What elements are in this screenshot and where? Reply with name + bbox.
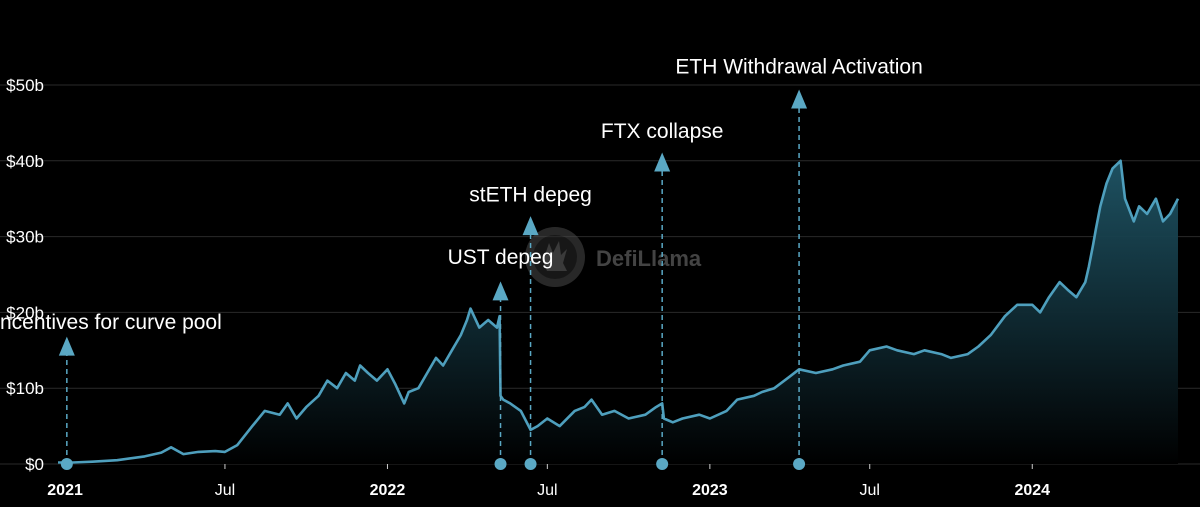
annotation-marker[interactable] <box>793 458 806 470</box>
annotation: stETH depeg <box>469 184 592 470</box>
watermark: DefiLlama <box>525 227 702 287</box>
annotation-arrow-icon <box>492 281 509 301</box>
annotation-label: ncentives for curve pool <box>0 311 222 334</box>
y-tick-label: $0 <box>25 455 44 474</box>
annotation-marker[interactable] <box>656 458 669 470</box>
y-tick-label: $50b <box>6 76 44 95</box>
y-tick-label: $20b <box>6 303 44 322</box>
annotation-arrow-icon <box>791 89 808 109</box>
annotation-marker[interactable] <box>494 458 507 470</box>
event-annotations: ncentives for curve pool UST depeg stETH d… <box>0 56 923 470</box>
y-tick-label: $10b <box>6 379 44 398</box>
annotation-label: ETH Withdrawal Activation <box>675 56 922 79</box>
annotation-arrow-icon <box>654 152 671 172</box>
x-tick-label: 2024 <box>1014 482 1050 499</box>
annotation-marker[interactable] <box>524 458 537 470</box>
y-tick-label: $30b <box>6 228 44 247</box>
watermark-text: DefiLlama <box>596 246 702 271</box>
x-axis-ticks: 2021 Jul 2022 Jul 2023 Jul 2024 <box>47 464 1050 499</box>
annotation-label: stETH depeg <box>469 184 592 207</box>
annotation-marker[interactable] <box>60 458 73 470</box>
annotation-arrow-icon <box>522 216 539 236</box>
llama-logo-icon <box>525 227 585 287</box>
x-tick-label: Jul <box>537 482 557 499</box>
annotation: UST depeg <box>448 246 554 470</box>
annotation: ETH Withdrawal Activation <box>675 56 923 470</box>
annotation: ncentives for curve pool <box>0 311 222 470</box>
annotation: FTX collapse <box>601 120 724 470</box>
x-tick-label: 2021 <box>47 482 83 499</box>
annotation-label: FTX collapse <box>601 120 724 143</box>
x-tick-label: Jul <box>860 482 880 499</box>
tvl-series-line <box>58 159 1180 464</box>
x-tick-label: 2022 <box>370 482 406 499</box>
x-tick-label: 2023 <box>692 482 728 499</box>
y-axis-ticks: $0 $10b $20b $30b $40b $50b <box>6 76 44 474</box>
x-tick-label: Jul <box>215 482 235 499</box>
annotation-label: UST depeg <box>448 246 554 269</box>
y-tick-label: $40b <box>6 152 44 171</box>
annotation-arrow-icon <box>58 336 75 356</box>
